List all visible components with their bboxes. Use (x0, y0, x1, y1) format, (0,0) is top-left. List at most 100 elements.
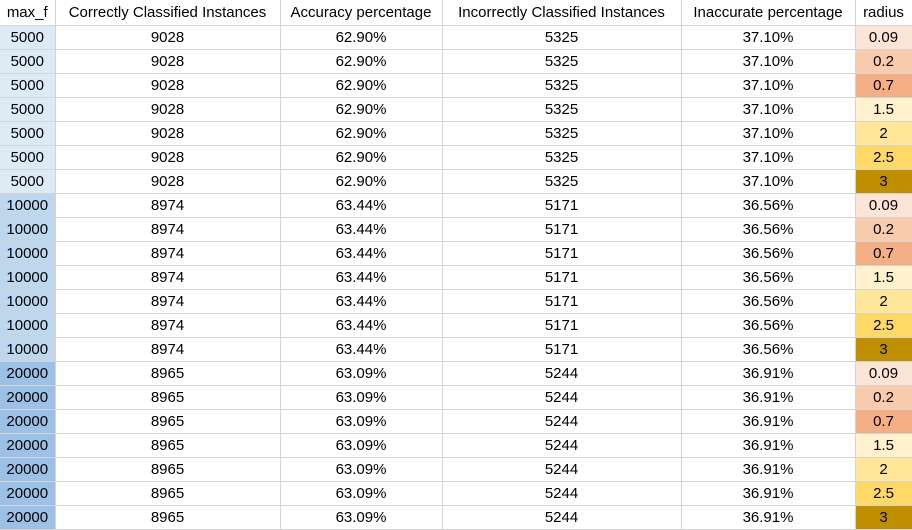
cell-accuracy-percentage[interactable]: 62.90% (280, 145, 443, 170)
cell-radius[interactable]: 0.7 (855, 409, 912, 434)
cell-inaccurate-percentage[interactable]: 36.91% (681, 409, 856, 434)
cell-radius[interactable]: 0.09 (855, 193, 912, 218)
cell-accuracy-percentage[interactable]: 62.90% (280, 97, 443, 122)
cell-accuracy-percentage[interactable]: 63.09% (280, 361, 443, 386)
cell-max-f[interactable]: 20000 (0, 433, 56, 458)
cell-incorrectly-classified[interactable]: 5325 (442, 97, 682, 122)
cell-incorrectly-classified[interactable]: 5171 (442, 265, 682, 290)
cell-correctly-classified[interactable]: 8974 (55, 241, 281, 266)
cell-inaccurate-percentage[interactable]: 37.10% (681, 25, 856, 50)
cell-incorrectly-classified[interactable]: 5244 (442, 409, 682, 434)
cell-accuracy-percentage[interactable]: 63.09% (280, 409, 443, 434)
cell-correctly-classified[interactable]: 8965 (55, 361, 281, 386)
cell-radius[interactable]: 2 (855, 457, 912, 482)
cell-incorrectly-classified[interactable]: 5244 (442, 457, 682, 482)
cell-inaccurate-percentage[interactable]: 36.91% (681, 385, 856, 410)
cell-inaccurate-percentage[interactable]: 36.91% (681, 505, 856, 530)
cell-inaccurate-percentage[interactable]: 36.91% (681, 457, 856, 482)
cell-max-f[interactable]: 5000 (0, 25, 56, 50)
cell-correctly-classified[interactable]: 8965 (55, 385, 281, 410)
cell-inaccurate-percentage[interactable]: 37.10% (681, 121, 856, 146)
cell-inaccurate-percentage[interactable]: 37.10% (681, 49, 856, 74)
cell-inaccurate-percentage[interactable]: 36.56% (681, 217, 856, 242)
cell-accuracy-percentage[interactable]: 63.44% (280, 337, 443, 362)
cell-radius[interactable]: 3 (855, 169, 912, 194)
cell-accuracy-percentage[interactable]: 63.44% (280, 241, 443, 266)
cell-incorrectly-classified[interactable]: 5171 (442, 337, 682, 362)
header-accuracy-percentage[interactable]: Accuracy percentage (280, 0, 443, 26)
cell-radius[interactable]: 0.2 (855, 217, 912, 242)
cell-max-f[interactable]: 10000 (0, 313, 56, 338)
cell-inaccurate-percentage[interactable]: 37.10% (681, 169, 856, 194)
cell-accuracy-percentage[interactable]: 62.90% (280, 169, 443, 194)
cell-correctly-classified[interactable]: 9028 (55, 145, 281, 170)
header-inaccurate-percentage[interactable]: Inaccurate percentage (681, 0, 856, 26)
cell-inaccurate-percentage[interactable]: 37.10% (681, 73, 856, 98)
cell-inaccurate-percentage[interactable]: 36.56% (681, 313, 856, 338)
cell-inaccurate-percentage[interactable]: 36.56% (681, 265, 856, 290)
cell-correctly-classified[interactable]: 8974 (55, 265, 281, 290)
cell-inaccurate-percentage[interactable]: 36.56% (681, 337, 856, 362)
cell-incorrectly-classified[interactable]: 5244 (442, 361, 682, 386)
cell-max-f[interactable]: 20000 (0, 481, 56, 506)
cell-radius[interactable]: 0.7 (855, 241, 912, 266)
cell-radius[interactable]: 0.7 (855, 73, 912, 98)
cell-radius[interactable]: 2 (855, 289, 912, 314)
cell-accuracy-percentage[interactable]: 63.44% (280, 265, 443, 290)
cell-correctly-classified[interactable]: 8974 (55, 313, 281, 338)
cell-max-f[interactable]: 10000 (0, 241, 56, 266)
cell-radius[interactable]: 3 (855, 337, 912, 362)
cell-inaccurate-percentage[interactable]: 36.91% (681, 481, 856, 506)
cell-accuracy-percentage[interactable]: 63.44% (280, 217, 443, 242)
cell-incorrectly-classified[interactable]: 5244 (442, 505, 682, 530)
cell-accuracy-percentage[interactable]: 63.09% (280, 457, 443, 482)
cell-incorrectly-classified[interactable]: 5325 (442, 121, 682, 146)
cell-radius[interactable]: 2.5 (855, 313, 912, 338)
cell-max-f[interactable]: 20000 (0, 409, 56, 434)
cell-radius[interactable]: 0.09 (855, 25, 912, 50)
cell-accuracy-percentage[interactable]: 63.09% (280, 505, 443, 530)
header-correctly-classified[interactable]: Correctly Classified Instances (55, 0, 281, 26)
cell-correctly-classified[interactable]: 8965 (55, 481, 281, 506)
cell-correctly-classified[interactable]: 9028 (55, 169, 281, 194)
cell-max-f[interactable]: 5000 (0, 169, 56, 194)
cell-accuracy-percentage[interactable]: 63.09% (280, 433, 443, 458)
cell-radius[interactable]: 1.5 (855, 433, 912, 458)
cell-accuracy-percentage[interactable]: 62.90% (280, 121, 443, 146)
cell-max-f[interactable]: 10000 (0, 217, 56, 242)
cell-accuracy-percentage[interactable]: 62.90% (280, 49, 443, 74)
cell-correctly-classified[interactable]: 9028 (55, 73, 281, 98)
cell-inaccurate-percentage[interactable]: 37.10% (681, 145, 856, 170)
cell-radius[interactable]: 0.2 (855, 385, 912, 410)
cell-max-f[interactable]: 5000 (0, 73, 56, 98)
cell-max-f[interactable]: 5000 (0, 97, 56, 122)
cell-incorrectly-classified[interactable]: 5171 (442, 241, 682, 266)
cell-correctly-classified[interactable]: 9028 (55, 121, 281, 146)
cell-max-f[interactable]: 20000 (0, 361, 56, 386)
cell-radius[interactable]: 3 (855, 505, 912, 530)
cell-accuracy-percentage[interactable]: 62.90% (280, 25, 443, 50)
cell-incorrectly-classified[interactable]: 5171 (442, 217, 682, 242)
cell-radius[interactable]: 2.5 (855, 145, 912, 170)
cell-correctly-classified[interactable]: 8974 (55, 193, 281, 218)
cell-max-f[interactable]: 5000 (0, 121, 56, 146)
cell-correctly-classified[interactable]: 8965 (55, 409, 281, 434)
cell-correctly-classified[interactable]: 8974 (55, 217, 281, 242)
cell-incorrectly-classified[interactable]: 5171 (442, 193, 682, 218)
cell-max-f[interactable]: 10000 (0, 193, 56, 218)
cell-max-f[interactable]: 10000 (0, 265, 56, 290)
cell-inaccurate-percentage[interactable]: 36.56% (681, 241, 856, 266)
cell-max-f[interactable]: 5000 (0, 49, 56, 74)
cell-incorrectly-classified[interactable]: 5325 (442, 145, 682, 170)
cell-max-f[interactable]: 10000 (0, 289, 56, 314)
cell-correctly-classified[interactable]: 8965 (55, 505, 281, 530)
cell-incorrectly-classified[interactable]: 5325 (442, 169, 682, 194)
cell-inaccurate-percentage[interactable]: 36.91% (681, 361, 856, 386)
cell-incorrectly-classified[interactable]: 5325 (442, 73, 682, 98)
cell-max-f[interactable]: 10000 (0, 337, 56, 362)
cell-radius[interactable]: 0.2 (855, 49, 912, 74)
cell-accuracy-percentage[interactable]: 63.09% (280, 385, 443, 410)
cell-inaccurate-percentage[interactable]: 36.56% (681, 193, 856, 218)
cell-correctly-classified[interactable]: 8974 (55, 337, 281, 362)
cell-inaccurate-percentage[interactable]: 36.56% (681, 289, 856, 314)
